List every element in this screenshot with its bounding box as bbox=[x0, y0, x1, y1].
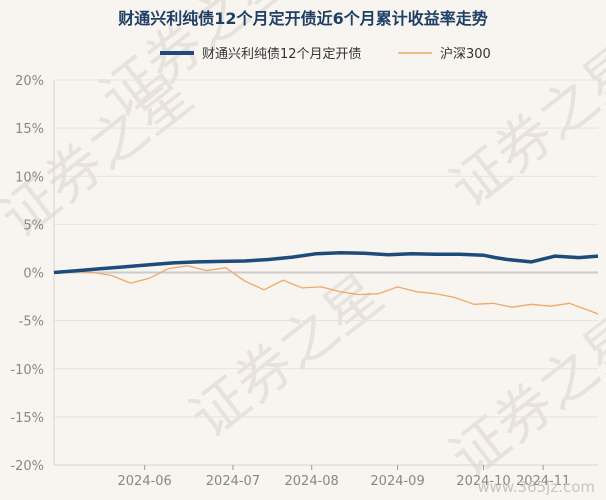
watermark-text: 证券之星 bbox=[439, 302, 606, 491]
chart-title: 财通兴利纯债12个月定开债近6个月累计收益率走势 bbox=[117, 9, 487, 28]
grid bbox=[53, 79, 598, 466]
legend: 财通兴利纯债12个月定开债 沪深300 bbox=[160, 46, 491, 62]
x-tick-label: 2024-08 bbox=[285, 474, 339, 489]
y-axis: 20% 15% 10% 5% 0% -5% -10% -15% -20% bbox=[10, 74, 44, 474]
watermark-site: www.365jz.com bbox=[477, 478, 595, 496]
x-tick-label: 2024-06 bbox=[118, 474, 172, 489]
x-tick-label: 2024-07 bbox=[206, 474, 260, 489]
y-tick-label: -15% bbox=[10, 411, 44, 426]
series-line bbox=[53, 265, 599, 315]
series-layer bbox=[53, 251, 599, 315]
x-tick-label: 2024-10 bbox=[456, 474, 510, 489]
x-tick-label: 2024-09 bbox=[370, 474, 424, 489]
legend-label: 财通兴利纯债12个月定开债 bbox=[202, 47, 362, 62]
y-tick-label: 0% bbox=[23, 267, 44, 282]
y-tick-label: -20% bbox=[10, 459, 44, 474]
y-tick-label: 20% bbox=[15, 74, 44, 89]
x-axis: 2024-06 2024-07 2024-08 2024-09 2024-10 2024-… bbox=[118, 465, 570, 489]
x-tick-label: 2024-11 bbox=[516, 474, 570, 489]
series-line bbox=[53, 251, 599, 275]
y-tick-label: -5% bbox=[19, 315, 44, 330]
legend-label: 沪深300 bbox=[440, 46, 491, 62]
y-tick-label: 5% bbox=[23, 218, 44, 233]
watermark-text: 证券之星 bbox=[179, 262, 396, 451]
y-tick-label: 15% bbox=[15, 122, 44, 137]
y-tick-label: -10% bbox=[10, 363, 44, 378]
y-tick-label: 10% bbox=[15, 170, 44, 185]
